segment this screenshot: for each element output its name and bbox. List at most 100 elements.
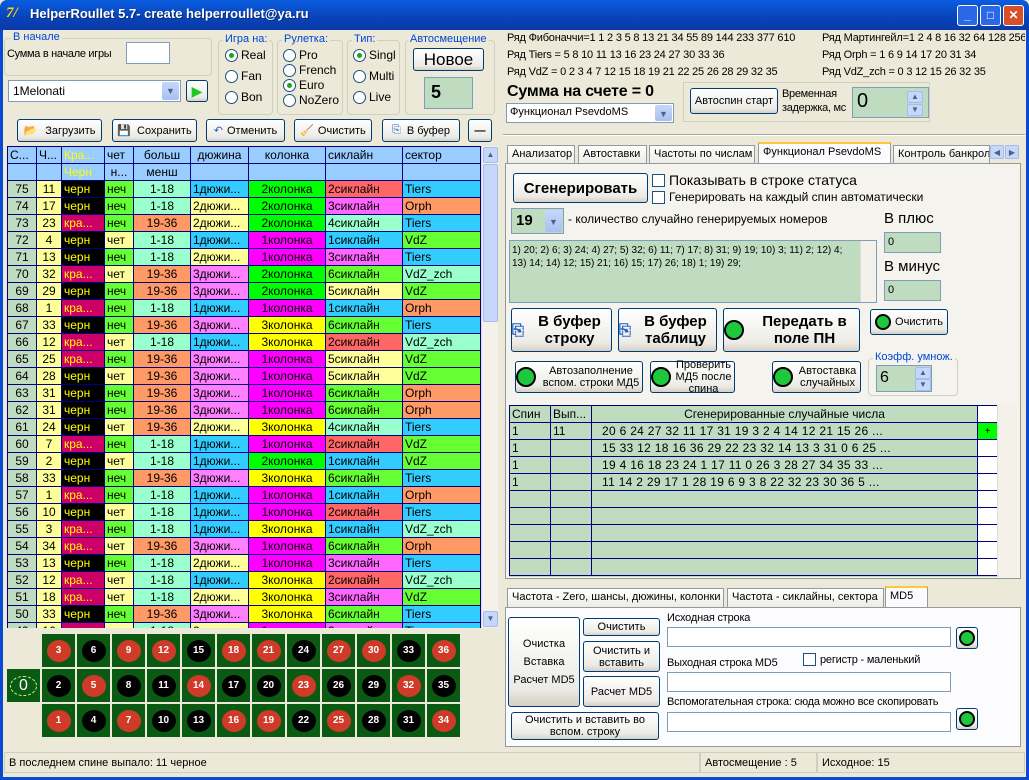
table-row[interactable]: 51 18 кра... чет 1-18 2дюжи... 3колонка 3сиклай… <box>7 588 481 606</box>
table-row[interactable]: 62 31 черн неч 19-36 3дюжи... 1колонка 6сиклайн… <box>7 401 481 419</box>
grid-header-cell[interactable]: Черн <box>61 163 105 181</box>
board-number-36[interactable]: 36 <box>427 634 460 667</box>
grid-header-cell[interactable]: колонка <box>248 146 326 164</box>
radio-type-singl[interactable]: Singl <box>353 48 396 62</box>
board-number-17[interactable]: 17 <box>217 669 250 702</box>
lowercase-checkbox[interactable]: регистр - маленький <box>803 653 920 666</box>
table-row[interactable]: 66 12 кра... чет 1-18 1дюжи... 3колонка 2сиклай… <box>7 333 481 351</box>
md5-full-button[interactable]: Очистка Вставка Расчет MD5 <box>508 617 580 707</box>
table-row[interactable]: 61 24 черн чет 19-36 2дюжи... 3колонка 4сиклайн… <box>7 418 481 436</box>
source-input[interactable] <box>667 627 951 647</box>
board-number-29[interactable]: 29 <box>357 669 390 702</box>
send-pn-button[interactable]: Передать в поле ПН <box>723 308 860 352</box>
table-row[interactable]: 63 31 черн неч 19-36 3дюжи... 1колонка 6сиклайн… <box>7 384 481 402</box>
tab-3[interactable]: Функционал PsevdoMS <box>758 142 891 163</box>
grid-header-cell[interactable]: сиклайн <box>325 146 403 164</box>
copy-table-button[interactable]: ⎘ В буфер таблицу <box>618 308 717 352</box>
board-number-25[interactable]: 25 <box>322 704 355 737</box>
tabs-left-icon[interactable]: ◀ <box>990 145 1004 159</box>
table-row[interactable]: 75 11 черн неч 1-18 1дюжи... 2колонка 2сиклайн T… <box>7 180 481 198</box>
grid-header-cell[interactable]: менш <box>133 163 191 181</box>
spin-up-icon[interactable]: ▲ <box>915 367 931 379</box>
grid-header-cell[interactable]: Кра... <box>61 146 105 164</box>
md5-calc-button[interactable]: Расчет MD5 <box>583 676 660 707</box>
bottom-tab-0[interactable]: Частота - Zero, шансы, дюжины, колонки <box>507 588 724 607</box>
grid-header-cell[interactable] <box>7 163 37 181</box>
board-number-19[interactable]: 19 <box>252 704 285 737</box>
gen-row[interactable]: 1 11 20 6 24 27 32 11 17 31 19 3 2 4 14 12… <box>509 422 998 440</box>
table-row[interactable]: 54 34 кра... чет 19-36 3дюжи... 1колонка 6сикла… <box>7 537 481 555</box>
radio-roulette-nozero[interactable]: NoZero <box>283 93 339 107</box>
auto-gen-checkbox[interactable]: Генерировать на каждый спин автоматическ… <box>652 190 923 204</box>
grid-header-cell[interactable] <box>248 163 326 181</box>
psevdo-clear-button[interactable]: Очистить <box>870 309 948 335</box>
board-number-30[interactable]: 30 <box>357 634 390 667</box>
bottom-tab-2[interactable]: MD5 <box>885 586 928 607</box>
tab-0[interactable]: Анализатор <box>507 145 575 164</box>
board-number-8[interactable]: 8 <box>112 669 145 702</box>
grid-header-cell[interactable]: Ч... <box>36 146 62 164</box>
table-row[interactable]: 72 4 черн чет 1-18 1дюжи... 1колонка 1сиклайн Vd… <box>7 231 481 249</box>
spin-down-icon[interactable]: ▼ <box>907 104 923 116</box>
radio-game_on-bon[interactable]: Bon <box>225 90 262 104</box>
tabs-right-icon[interactable]: ▶ <box>1005 145 1019 159</box>
grid-header-cell[interactable]: дюжина <box>190 146 249 164</box>
board-number-21[interactable]: 21 <box>252 634 285 667</box>
table-row[interactable]: 68 1 кра... неч 1-18 1дюжи... 1колонка 1сиклайн… <box>7 299 481 317</box>
grid-header-cell[interactable] <box>325 163 403 181</box>
gen-header-cell[interactable]: Спин <box>509 405 551 423</box>
start-sum-input[interactable] <box>126 42 170 64</box>
profile-select[interactable]: 1Melonati ▼ <box>8 80 181 102</box>
radio-roulette-euro[interactable]: Euro <box>283 78 324 92</box>
gen-row[interactable]: 1 11 14 2 29 17 1 28 19 6 9 3 8 22 32 23 … <box>509 473 998 491</box>
play-button[interactable]: ▶ <box>186 80 208 102</box>
new-button[interactable]: Новое <box>413 48 484 71</box>
gen-header-cell[interactable]: Сгенерированные случайные числа <box>591 405 978 423</box>
generate-button[interactable]: Сгенерировать <box>513 173 648 203</box>
count-select[interactable]: 19 ▼ <box>511 208 564 234</box>
radio-game_on-fan[interactable]: Fan <box>225 69 262 83</box>
board-number-24[interactable]: 24 <box>287 634 320 667</box>
table-row[interactable]: 64 28 черн чет 19-36 3дюжи... 1колонка 5сиклайн… <box>7 367 481 385</box>
minimize-button[interactable]: _ <box>957 5 978 26</box>
board-number-26[interactable]: 26 <box>322 669 355 702</box>
board-number-35[interactable]: 35 <box>427 669 460 702</box>
board-number-3[interactable]: 3 <box>42 634 75 667</box>
grid-header-cell[interactable]: больш <box>133 146 191 164</box>
table-row[interactable]: 50 33 черн неч 19-36 3дюжи... 3колонка 6сиклайн… <box>7 605 481 623</box>
board-number-31[interactable]: 31 <box>392 704 425 737</box>
md5-clear-button[interactable]: Очистить <box>583 618 660 636</box>
aux-input[interactable] <box>667 712 951 732</box>
tab-2[interactable]: Частоты по числам <box>649 145 755 164</box>
table-row[interactable]: 4916кра...чет1-182дюжи...1колонка3сиклай… <box>7 622 481 628</box>
copy-row-button[interactable]: ⎘ В буфер строку <box>511 308 612 352</box>
undo-button[interactable]: ↶ Отменить <box>206 119 285 142</box>
table-row[interactable]: 71 13 черн неч 1-18 2дюжи... 1колонка 3сиклайн T… <box>7 248 481 266</box>
board-number-6[interactable]: 6 <box>77 634 110 667</box>
gen-header-cell[interactable]: Вып... <box>550 405 592 423</box>
autobet-button[interactable]: Автоставка случайных <box>772 361 861 393</box>
table-row[interactable]: 60 7 кра... неч 1-18 1дюжи... 1колонка 2сиклайн… <box>7 435 481 453</box>
radio-game_on-real[interactable]: Real <box>225 48 266 62</box>
tab-4[interactable]: Контроль банкрол <box>893 145 990 164</box>
autospin-start-button[interactable]: Автоспин старт <box>690 88 778 114</box>
radio-type-live[interactable]: Live <box>353 90 391 104</box>
board-number-34[interactable]: 34 <box>427 704 460 737</box>
radio-roulette-french[interactable]: French <box>283 63 336 77</box>
board-number-2[interactable]: 2 <box>42 669 75 702</box>
gen-row[interactable] <box>509 507 998 525</box>
scroll-thumb[interactable] <box>483 164 498 322</box>
table-row[interactable]: 52 12 кра... чет 1-18 1дюжи... 3колонка 2сиклай… <box>7 571 481 589</box>
table-row[interactable]: 67 33 черн неч 19-36 3дюжи... 3колонка 6сиклайн… <box>7 316 481 334</box>
coef-spinner[interactable]: 6 ▲ ▼ <box>876 365 932 392</box>
grid-header-cell[interactable] <box>36 163 62 181</box>
table-row[interactable]: 74 17 черн неч 1-18 2дюжи... 2колонка 3сиклайн O… <box>7 197 481 215</box>
output-scrollbar[interactable] <box>860 241 876 302</box>
board-number-15[interactable]: 15 <box>182 634 215 667</box>
grid-header-cell[interactable]: чет <box>104 146 134 164</box>
scroll-up-icon[interactable]: ▲ <box>483 147 498 163</box>
board-number-20[interactable]: 20 <box>252 669 285 702</box>
show-status-checkbox[interactable]: Показывать в строке статуса <box>652 172 857 188</box>
bottom-tab-1[interactable]: Частота - сиклайны, сектора <box>727 588 884 607</box>
board-number-18[interactable]: 18 <box>217 634 250 667</box>
